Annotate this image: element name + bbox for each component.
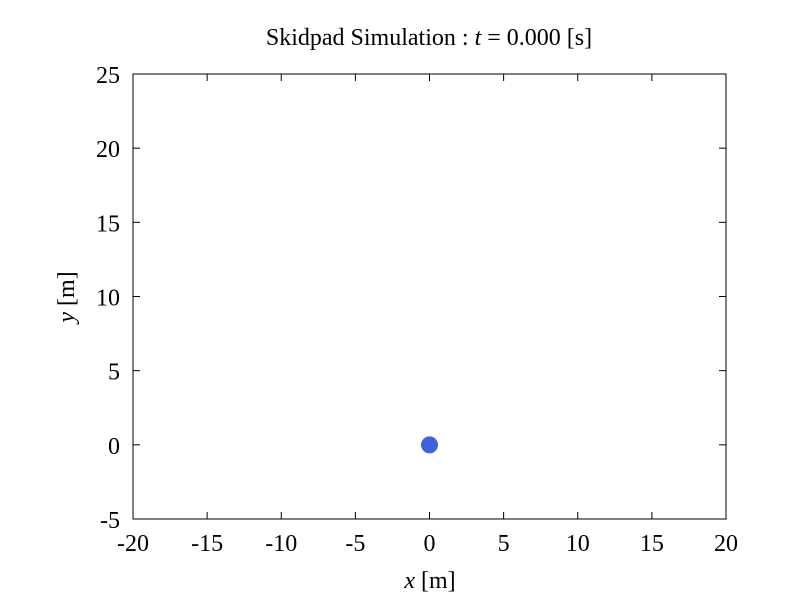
plot-layer: -20 -15 -10 -5 0 5 10 15 20 -5 0 5 10 15 20 25 xyxy=(96,63,738,557)
x-tick-label-20: 20 xyxy=(714,531,738,557)
y-tick-label-20: 20 xyxy=(96,137,120,163)
data-point-0-0 xyxy=(421,436,438,454)
x-axis-label: x [m] xyxy=(403,568,455,594)
chart-title-time-value: 0.000 xyxy=(507,25,561,51)
y-tick-label-0: 0 xyxy=(108,434,120,460)
y-tick-label-5: 5 xyxy=(108,360,120,386)
chart-title-time-variable: t xyxy=(475,25,483,51)
x-tick-label-5: 5 xyxy=(498,531,510,557)
y-tick-label-15: 15 xyxy=(96,211,120,237)
y-tick-label-10: 10 xyxy=(96,286,120,312)
x-axis-unit: [m] xyxy=(415,568,456,594)
chart-title: Skidpad Simulation : t = 0.000 [s] xyxy=(266,25,592,51)
y-tick-label-25: 25 xyxy=(96,63,120,89)
y-axis-unit: [m] xyxy=(54,271,80,312)
chart-title-prefix: Skidpad Simulation : xyxy=(266,25,475,51)
x-tick-label-0: 0 xyxy=(424,531,436,557)
x-axis-variable: x xyxy=(403,568,415,594)
chart-title-time-unit: [s] xyxy=(561,25,592,51)
x-tick-label--15: -15 xyxy=(191,531,223,557)
y-axis-label: y [m] xyxy=(54,271,80,324)
chart-title-equals: = xyxy=(481,25,507,51)
x-tick-label--5: -5 xyxy=(345,531,365,557)
x-tick-label--10: -10 xyxy=(265,531,297,557)
x-tick-label-15: 15 xyxy=(640,531,664,557)
x-tick-label--20: -20 xyxy=(117,531,149,557)
y-tick-label--5: -5 xyxy=(100,508,120,534)
y-axis-variable: y xyxy=(54,312,80,325)
x-tick-label-10: 10 xyxy=(566,531,590,557)
